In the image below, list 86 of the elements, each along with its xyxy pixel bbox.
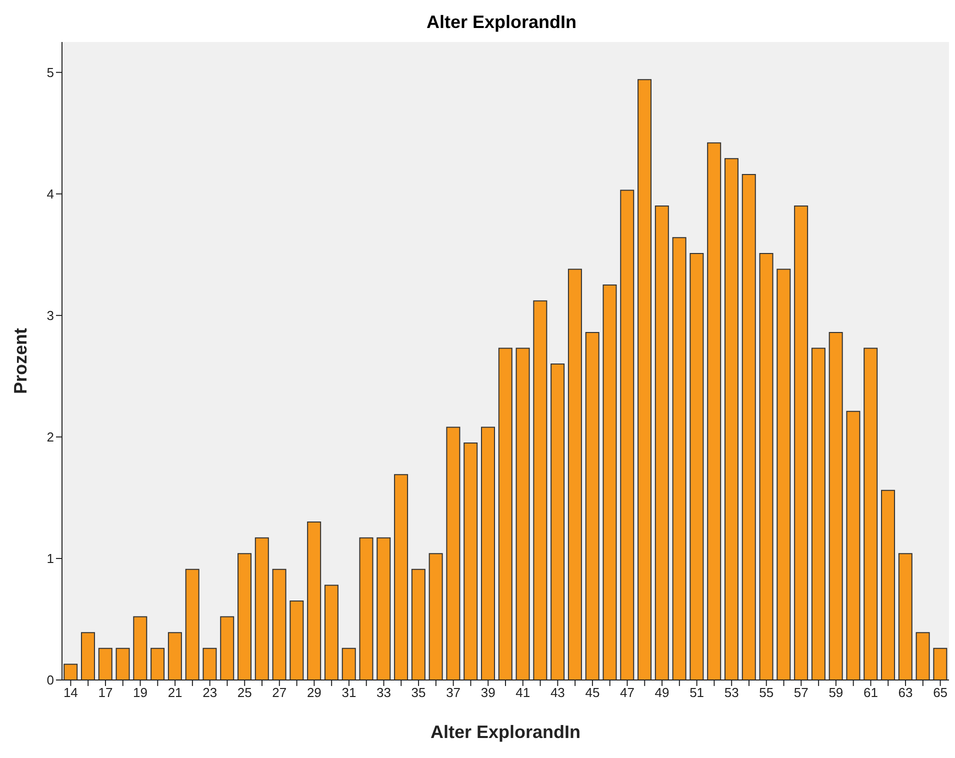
- bar: [481, 426, 495, 680]
- bar: [185, 568, 200, 680]
- bar: [428, 553, 443, 680]
- x-tick-label: 53: [724, 685, 739, 700]
- x-tick-label: 25: [237, 685, 252, 700]
- bar: [80, 632, 95, 680]
- bar: [759, 252, 774, 680]
- bar: [238, 553, 252, 680]
- bar: [64, 664, 78, 680]
- x-tick-label: 19: [133, 685, 148, 700]
- bar: [811, 348, 826, 680]
- bar: [828, 332, 843, 680]
- x-tick-label: 39: [480, 685, 496, 700]
- y-axis-title: Prozent: [10, 328, 30, 394]
- bar: [202, 648, 217, 680]
- x-tick-label: 37: [446, 685, 461, 700]
- x-tick-label: 59: [828, 685, 844, 700]
- x-tick-label: 61: [864, 685, 878, 700]
- bar: [602, 284, 617, 680]
- y-tick-label: 4: [46, 186, 54, 202]
- bar: [254, 537, 269, 680]
- x-tick-label: 33: [376, 685, 391, 700]
- bar: [272, 568, 286, 680]
- x-tick-label: 43: [550, 685, 565, 700]
- bar: [116, 648, 130, 680]
- bar: [620, 190, 634, 680]
- bar: [864, 348, 878, 680]
- bar: [933, 648, 948, 680]
- bar: [516, 348, 530, 680]
- y-tick-label: 3: [46, 308, 54, 324]
- x-tick-label: 35: [411, 685, 426, 700]
- bar: [498, 348, 512, 680]
- bar: [342, 648, 356, 680]
- bar: [220, 616, 234, 680]
- bar: [324, 584, 338, 680]
- bar: [290, 600, 304, 680]
- y-tick-label: 5: [46, 64, 54, 80]
- bar: [794, 206, 808, 680]
- x-tick-label: 29: [306, 685, 322, 700]
- x-tick-label: 21: [168, 685, 182, 700]
- bar: [168, 632, 182, 680]
- x-tick-label: 65: [933, 685, 948, 700]
- y-tick-label: 2: [46, 430, 54, 445]
- bar: [550, 364, 565, 680]
- bar: [98, 648, 112, 680]
- bar: [568, 268, 582, 680]
- chart-title: Alter ExplorandIn: [425, 11, 578, 34]
- x-axis-title: Alter ExplorandIn: [430, 722, 581, 742]
- x-tick-label: 63: [898, 685, 913, 700]
- bar: [307, 522, 322, 680]
- bar: [464, 442, 478, 680]
- bar: [638, 79, 652, 680]
- bar: [394, 474, 408, 680]
- bar: [446, 426, 460, 680]
- bar: [846, 410, 860, 680]
- x-tick-label: 49: [654, 685, 670, 700]
- bar: [585, 332, 600, 680]
- bar: [376, 537, 391, 680]
- bar: [533, 300, 548, 680]
- bar: [150, 648, 165, 680]
- bar: [707, 142, 722, 680]
- bar: [898, 553, 912, 680]
- bar: [654, 206, 669, 680]
- x-tick-label: 17: [98, 685, 113, 700]
- bar: [359, 537, 374, 680]
- bar: [672, 237, 686, 680]
- x-tick-label: 31: [342, 685, 356, 700]
- bar: [690, 252, 704, 680]
- x-tick-label: 47: [620, 685, 634, 700]
- bar: [724, 158, 738, 680]
- bar: [133, 616, 148, 680]
- bar: [881, 490, 896, 680]
- x-tick-label: 27: [272, 685, 287, 700]
- x-tick-label: 41: [516, 685, 530, 700]
- bar: [916, 632, 930, 680]
- x-tick-label: 45: [585, 685, 600, 700]
- bar: [742, 174, 756, 680]
- y-tick-label: 1: [46, 551, 54, 566]
- x-tick-label: 57: [794, 685, 808, 700]
- y-tick-label: 0: [46, 672, 54, 688]
- x-tick-label: 55: [759, 685, 774, 700]
- bar: [411, 568, 426, 680]
- x-tick-label: 23: [202, 685, 218, 700]
- x-tick-label: 14: [63, 685, 78, 700]
- bar: [776, 268, 791, 680]
- x-tick-label: 51: [690, 685, 704, 700]
